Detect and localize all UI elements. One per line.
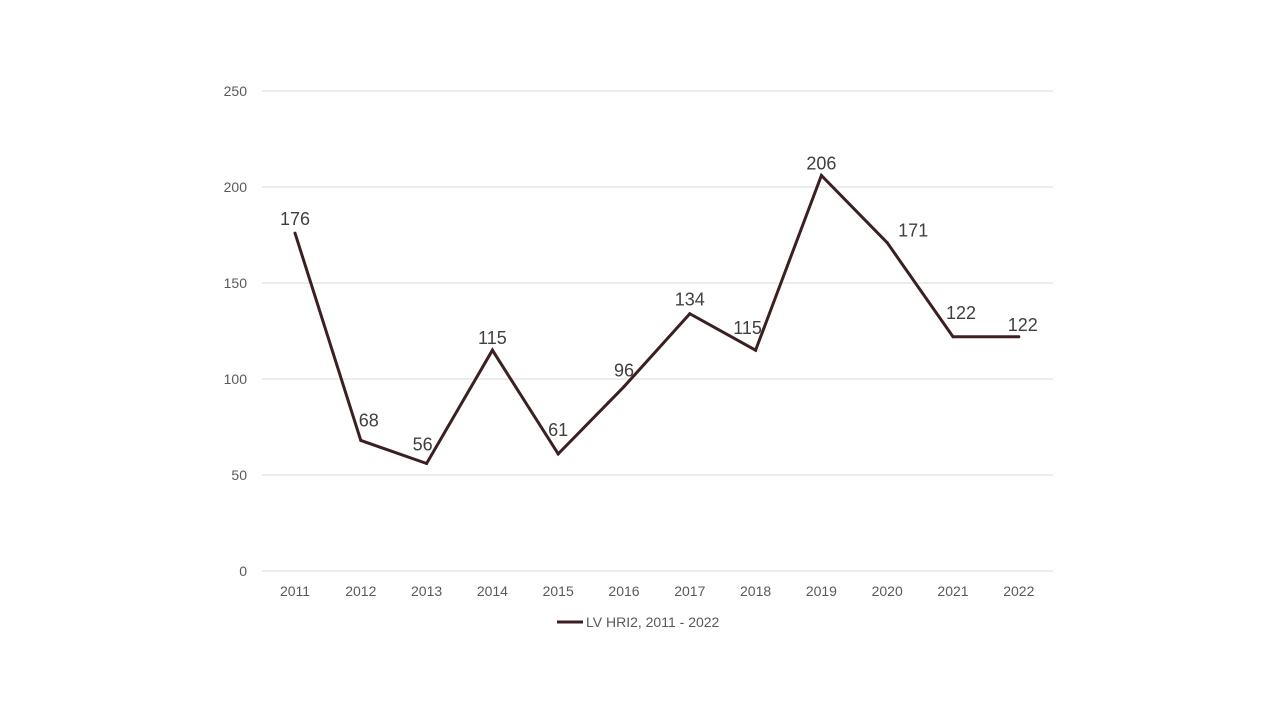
data-point [556,452,560,456]
x-tick-label: 2019 [806,583,837,599]
legend: LV HRI2, 2011 - 2022 [557,614,720,630]
x-tick-label: 2018 [740,583,771,599]
data-label: 122 [1008,315,1038,335]
y-tick-label: 0 [239,563,247,579]
y-tick-label: 100 [224,371,248,387]
legend-label: LV HRI2, 2011 - 2022 [586,614,720,630]
x-tick-label: 2012 [345,583,376,599]
data-point [359,438,363,442]
data-label: 122 [946,303,976,323]
x-tick-label: 2020 [872,583,903,599]
gridlines [262,90,1053,572]
x-tick-label: 2011 [280,583,310,599]
x-tick-label: 2021 [937,583,968,599]
y-axis-ticks: 0 50 100 150 200 250 [224,83,248,579]
data-label: 134 [675,290,705,310]
data-label: 115 [733,318,762,338]
data-point [490,348,494,352]
data-point [622,385,626,389]
series-group [293,172,1021,466]
data-label: 61 [548,420,568,440]
data-label: 68 [359,410,379,430]
data-point [293,231,297,235]
data-point [688,312,692,316]
x-tick-label: 2016 [608,583,639,599]
x-tick-label: 2013 [411,583,442,599]
data-point [951,335,955,339]
data-point [885,241,889,245]
x-tick-label: 2017 [674,583,705,599]
data-label: 206 [806,153,836,173]
data-labels: 176 68 56 115 61 96 134 115 206 171 122 122 [280,153,1038,454]
y-tick-label: 50 [231,467,247,483]
data-point [819,173,823,177]
data-label: 115 [478,328,507,348]
data-label: 171 [898,221,928,241]
y-tick-label: 150 [224,275,248,291]
x-tick-label: 2022 [1003,583,1034,599]
data-label: 96 [614,361,634,381]
data-point [1017,335,1021,339]
x-tick-label: 2014 [477,583,508,599]
data-label: 176 [280,209,310,229]
y-tick-label: 200 [224,179,248,195]
x-tick-label: 2015 [543,583,574,599]
data-point [425,461,429,465]
series-line [293,172,1019,466]
y-tick-label: 250 [224,83,248,99]
data-label: 56 [413,434,433,454]
data-point [754,348,758,352]
x-axis-ticks: 2011 2012 2013 2014 2015 2016 2017 2018 2019 2020… [280,583,1035,599]
